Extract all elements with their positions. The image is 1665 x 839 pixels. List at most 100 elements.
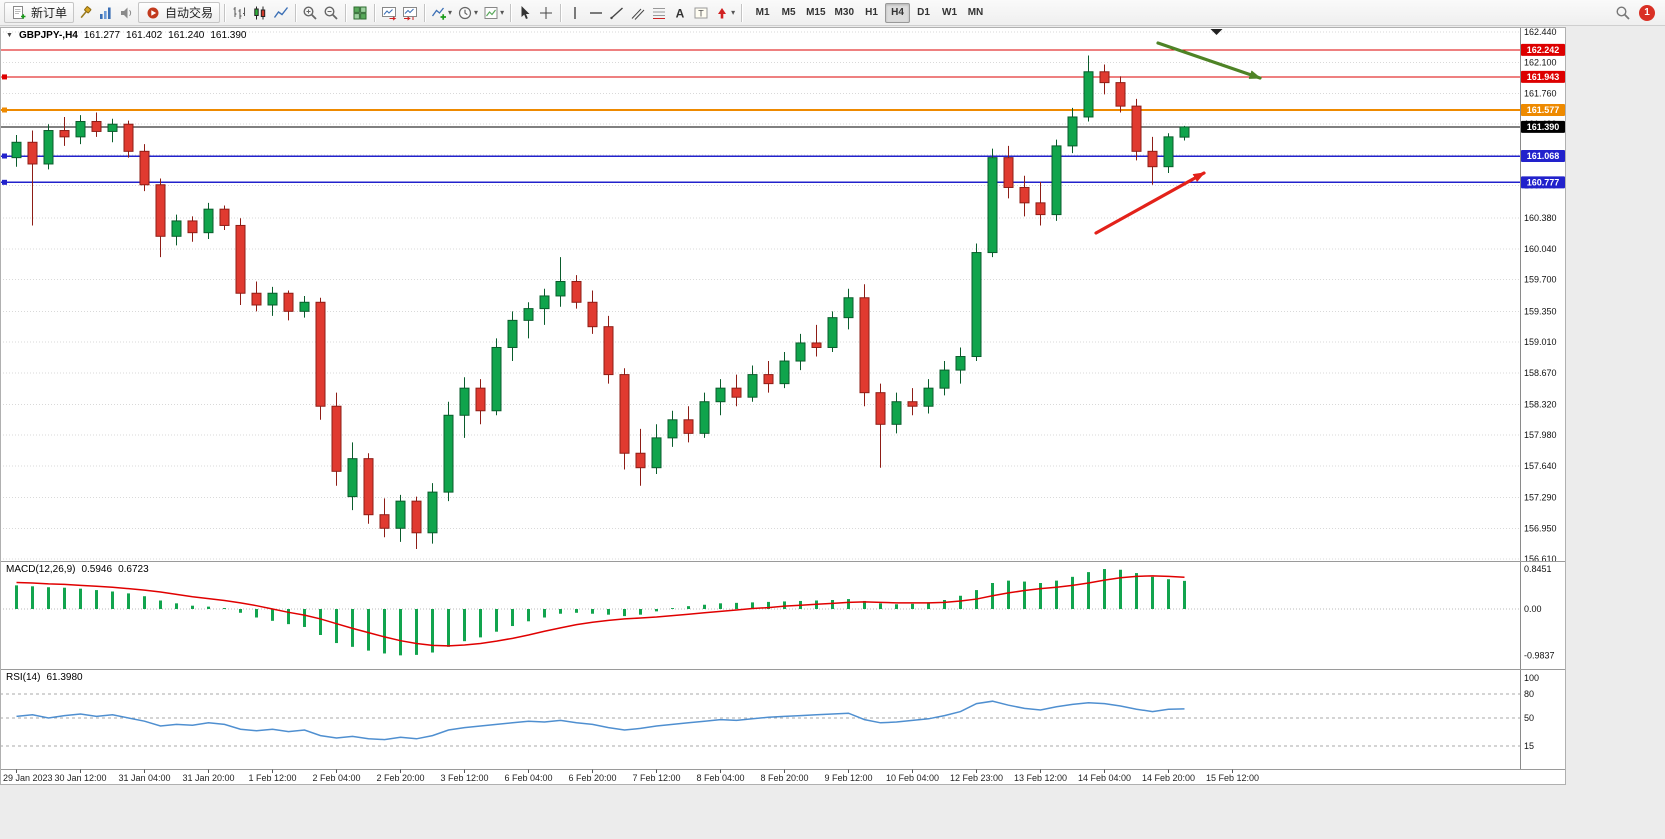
fibonacci-tool-icon[interactable] [649,3,669,23]
periods-dropdown-caret[interactable]: ▾ [474,8,479,17]
macd-label: MACD(12,26,9) 0.5946 0.6723 [6,564,149,575]
timeframe-M30[interactable]: M30 [831,3,858,23]
timeframe-MN[interactable]: MN [963,3,988,23]
svg-text:30 Jan 12:00: 30 Jan 12:00 [54,773,106,783]
svg-text:-0.9837: -0.9837 [1524,651,1555,661]
hline-161.577[interactable] [0,107,1520,113]
rsi-panel[interactable]: 100 80 50 15 [0,673,1539,751]
auto-scroll-icon[interactable] [379,3,399,23]
text-label-tool-icon[interactable]: T [691,3,711,23]
chart-shift-marker[interactable] [1210,29,1223,35]
toolbar-separator [424,3,426,22]
svg-text:31 Jan 04:00: 31 Jan 04:00 [118,773,170,783]
metaeditor-icon[interactable] [75,3,95,23]
timeframe-group: M1 M5 M15 M30 H1 H4 D1 W1 MN [750,2,988,23]
line-chart-mode-icon[interactable] [271,3,291,23]
svg-text:160.040: 160.040 [1524,244,1557,254]
chart-background [0,27,1566,785]
search-icon[interactable] [1613,3,1633,23]
bar-chart-mode-icon[interactable] [229,3,249,23]
candlestick-mode-icon[interactable] [250,3,270,23]
svg-text:15 Feb 12:00: 15 Feb 12:00 [1206,773,1259,783]
new-order-button[interactable]: 新订单 [4,2,75,23]
channel-tool-icon[interactable] [628,3,648,23]
main-toolbar: 新订单 自动交易 ▾ ▾ ▾ A [0,0,1665,26]
svg-text:157.290: 157.290 [1524,493,1557,503]
timeframe-D1[interactable]: D1 [911,3,936,23]
templates-dropdown-caret[interactable]: ▾ [500,8,505,17]
svg-text:157.640: 157.640 [1524,461,1557,471]
timeframe-M1[interactable]: M1 [750,3,775,23]
timeframe-H1[interactable]: H1 [859,3,884,23]
time-axis[interactable]: 29 Jan 2023 30 Jan 12:00 31 Jan 04:00 31 Ja… [3,769,1259,784]
candles-layer[interactable] [11,55,1190,550]
svg-text:159.350: 159.350 [1524,306,1557,316]
svg-text:8 Feb 04:00: 8 Feb 04:00 [696,773,744,783]
svg-text:7 Feb 12:00: 7 Feb 12:00 [632,773,680,783]
timeframe-W1[interactable]: W1 [937,3,962,23]
text-tool-icon[interactable]: A [670,3,690,23]
svg-text:9 Feb 12:00: 9 Feb 12:00 [824,773,872,783]
price-grid: 162.440162.100161.760161.420161.080160.7… [0,27,1557,564]
toolbar-right-group: 1 [1613,3,1661,23]
notifications-badge[interactable]: 1 [1639,4,1655,21]
terminal-icon[interactable] [96,3,116,23]
chart-ohlc-readout: ▼ GBPJPY-,H4 161.277 161.402 161.240 161… [6,30,246,41]
indicators-dropdown-caret[interactable]: ▾ [448,8,453,17]
svg-text:A: A [676,6,685,20]
hline-160.777[interactable] [0,179,1520,185]
macd-panel[interactable]: 0.8451 0.00 -0.9837 [0,564,1555,661]
chart-shift-icon[interactable] [400,3,420,23]
svg-text:161.760: 161.760 [1524,88,1557,98]
arrows-tool-icon[interactable] [712,3,732,23]
svg-text:2 Feb 04:00: 2 Feb 04:00 [312,773,360,783]
auto-trading-icon [145,5,161,21]
arrows-dropdown-caret[interactable]: ▾ [731,8,736,17]
macd-name: MACD(12,26,9) [6,564,76,575]
price-tag-161.390: 161.390 [1521,120,1565,133]
vertical-line-tool-icon[interactable] [565,3,585,23]
cursor-tool-icon[interactable] [515,3,535,23]
horizontal-line-tool-icon[interactable] [586,3,606,23]
ohlc-high: 161.402 [126,30,163,41]
svg-text:156.950: 156.950 [1524,523,1557,533]
ohlc-open: 161.277 [83,30,121,41]
svg-text:158.320: 158.320 [1524,399,1557,409]
svg-text:13 Feb 12:00: 13 Feb 12:00 [1014,773,1067,783]
timeframe-H4[interactable]: H4 [885,2,910,23]
trendline-tool-icon[interactable] [607,3,627,23]
symbol-period-label: GBPJPY-,H4 [18,30,78,41]
indicators-icon[interactable] [429,3,449,23]
crosshair-tool-icon[interactable] [536,3,556,23]
zoom-out-icon[interactable] [321,3,341,23]
red-arrow[interactable] [1094,171,1206,235]
sound-icon[interactable] [117,3,137,23]
zoom-in-icon[interactable] [300,3,320,23]
ohlc-close: 161.390 [210,30,247,41]
collapse-toggle-icon[interactable]: ▼ [6,32,13,39]
price-tag-160.777: 160.777 [1521,176,1565,189]
tile-windows-icon[interactable] [350,3,370,23]
svg-text:50: 50 [1524,713,1534,723]
new-order-icon [11,5,27,21]
svg-text:T: T [698,8,704,18]
macd-signal-value: 0.6723 [118,564,149,575]
timeframe-M5[interactable]: M5 [776,3,801,23]
rsi-label: RSI(14) 61.3980 [6,672,83,683]
toolbar-separator [345,3,347,22]
hline-161.943[interactable] [0,74,1520,80]
rsi-value: 61.3980 [46,672,83,683]
hline-161.068[interactable] [0,153,1520,159]
periods-icon[interactable] [455,3,475,23]
green-arrow[interactable] [1156,41,1262,80]
chart-window[interactable]: 162.440162.100161.760161.420161.080160.7… [0,27,1566,785]
templates-icon[interactable] [481,3,501,23]
rsi-name: RSI(14) [6,672,41,683]
svg-text:162.100: 162.100 [1524,58,1557,68]
price-chart[interactable]: 162.440162.100161.760161.420161.080160.7… [0,27,1566,785]
auto-trading-button[interactable]: 自动交易 [138,2,221,23]
svg-text:0.00: 0.00 [1524,604,1542,614]
svg-text:157.980: 157.980 [1524,430,1557,440]
timeframe-M15[interactable]: M15 [802,3,829,23]
